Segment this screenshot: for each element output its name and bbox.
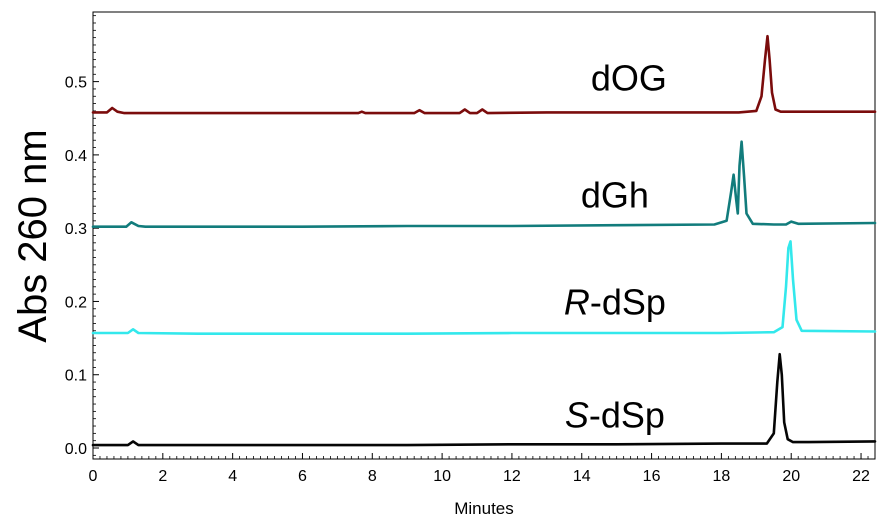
axis-ticks: 0 2 4 6 8 10 12 14 16 18 20 22 0.0 0.1 0.2 0.3 0.4 0.5 (65, 16, 875, 485)
y-tick-label: 0.3 (65, 221, 87, 238)
y-axis-title: Abs 260 nm (11, 129, 55, 342)
series-line-3 (93, 354, 875, 445)
x-tick-label: 4 (228, 468, 237, 485)
series-label-text: dGh (581, 175, 649, 216)
y-tick-label: 0.2 (65, 294, 87, 311)
series-lines (93, 36, 875, 445)
series-label-3: S-dSp (565, 394, 665, 435)
y-tick-label: 0.5 (65, 75, 87, 92)
y-tick-label: 0.0 (65, 441, 87, 458)
x-tick-label: 6 (298, 468, 307, 485)
series-line-1 (93, 142, 875, 227)
y-tick-label: 0.4 (65, 148, 87, 165)
x-axis-title: Minutes (454, 499, 514, 518)
x-tick-label: 14 (573, 468, 591, 485)
series-label-text: -dSp (589, 394, 665, 435)
x-tick-label: 22 (852, 468, 870, 485)
series-label-italic: R (564, 282, 590, 323)
x-tick-label: 18 (712, 468, 730, 485)
series-line-0 (93, 36, 875, 113)
series-label-0: dOG (591, 57, 667, 98)
series-label-text: dOG (591, 57, 667, 98)
x-tick-label: 12 (503, 468, 521, 485)
x-tick-label: 10 (433, 468, 451, 485)
series-label-italic: S (565, 394, 589, 435)
y-tick-label: 0.1 (65, 368, 87, 385)
plot-frame (93, 12, 875, 459)
x-tick-label: 2 (158, 468, 167, 485)
x-tick-label: 8 (368, 468, 377, 485)
x-tick-label: 20 (782, 468, 800, 485)
series-line-2 (93, 241, 875, 333)
series-label-text: -dSp (590, 282, 666, 323)
series-label-2: R-dSp (564, 282, 666, 323)
x-tick-label: 0 (89, 468, 98, 485)
series-label-1: dGh (581, 175, 649, 216)
x-tick-label: 16 (643, 468, 661, 485)
